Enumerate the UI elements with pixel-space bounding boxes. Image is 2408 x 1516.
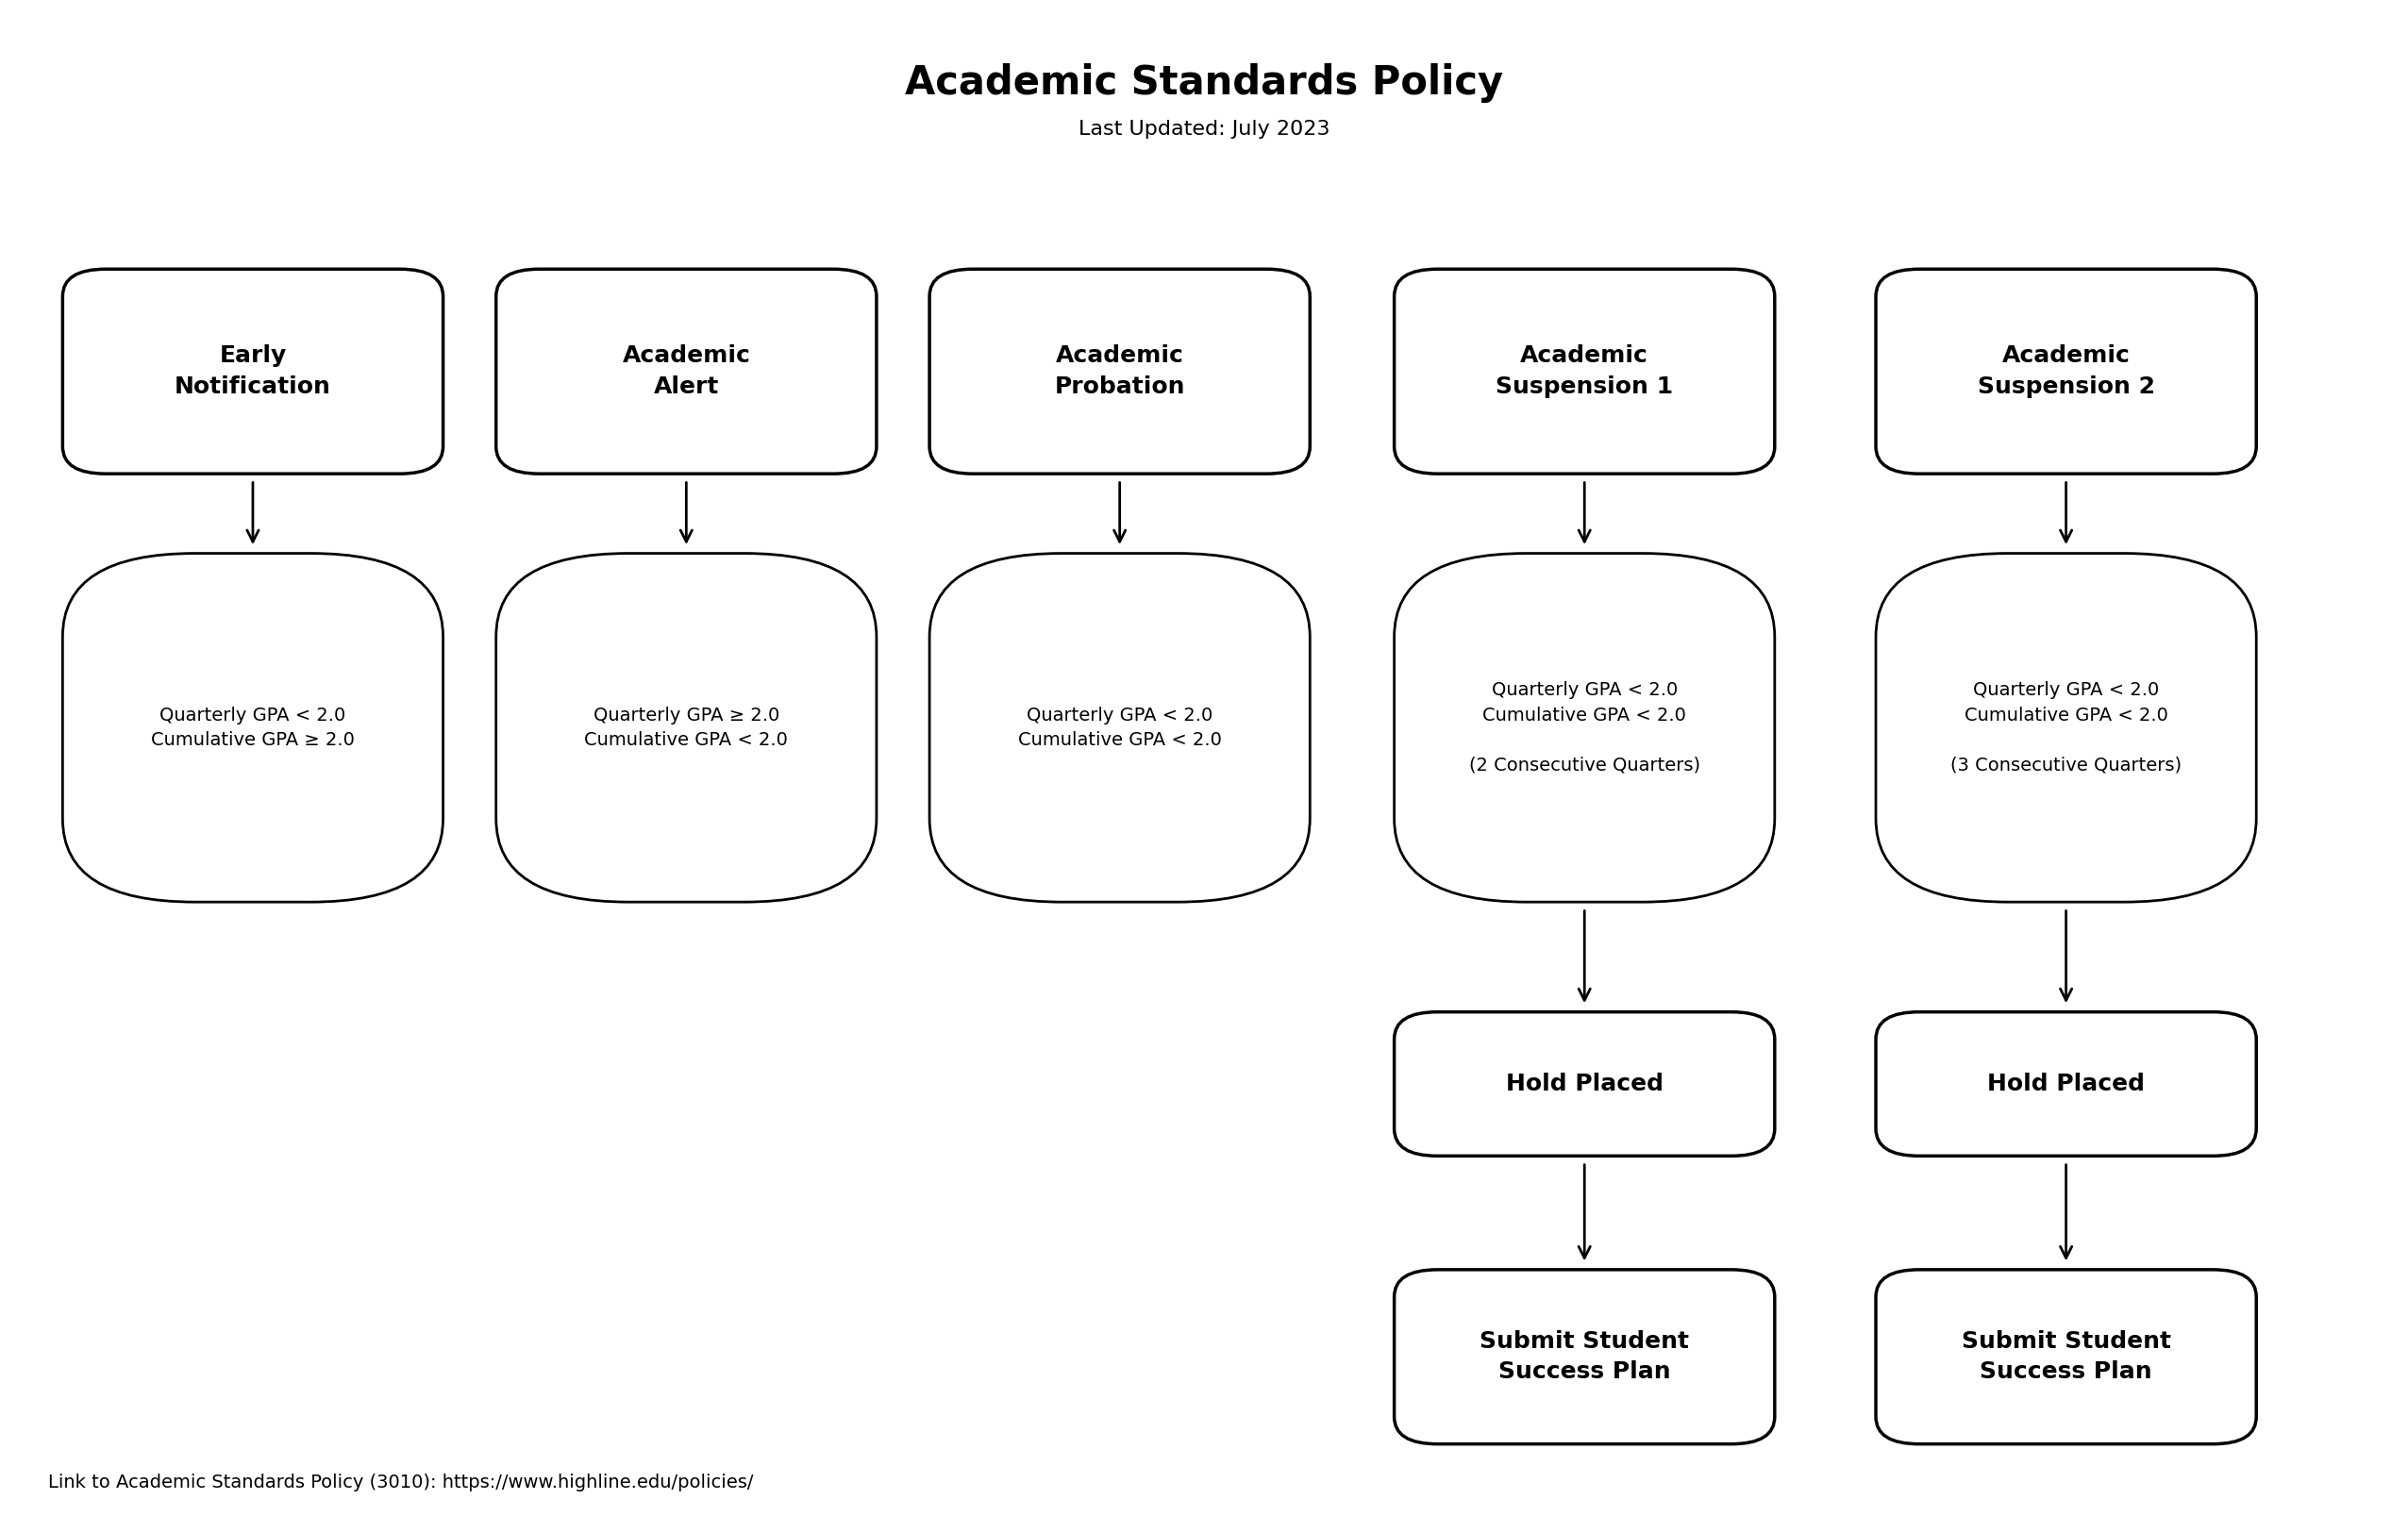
Text: Link to Academic Standards Policy (3010): https://www.highline.edu/policies/: Link to Academic Standards Policy (3010)… bbox=[48, 1474, 754, 1492]
Text: Quarterly GPA < 2.0
Cumulative GPA < 2.0

(2 Consecutive Quarters): Quarterly GPA < 2.0 Cumulative GPA < 2.0… bbox=[1469, 681, 1700, 775]
Text: Academic
Suspension 1: Academic Suspension 1 bbox=[1495, 344, 1674, 399]
Text: Academic
Suspension 2: Academic Suspension 2 bbox=[1977, 344, 2155, 399]
Text: Last Updated: July 2023: Last Updated: July 2023 bbox=[1079, 120, 1329, 138]
FancyBboxPatch shape bbox=[496, 270, 877, 473]
Text: Submit Student
Success Plan: Submit Student Success Plan bbox=[1963, 1331, 2170, 1383]
FancyBboxPatch shape bbox=[63, 553, 443, 902]
FancyBboxPatch shape bbox=[929, 270, 1310, 473]
Text: Quarterly GPA < 2.0
Cumulative GPA < 2.0

(3 Consecutive Quarters): Quarterly GPA < 2.0 Cumulative GPA < 2.0… bbox=[1950, 681, 2182, 775]
FancyBboxPatch shape bbox=[929, 553, 1310, 902]
Text: Early
Notification: Early Notification bbox=[176, 344, 330, 399]
FancyBboxPatch shape bbox=[1876, 553, 2256, 902]
Text: Academic
Alert: Academic Alert bbox=[621, 344, 751, 399]
Text: Quarterly GPA < 2.0
Cumulative GPA ≥ 2.0: Quarterly GPA < 2.0 Cumulative GPA ≥ 2.0 bbox=[152, 706, 354, 749]
FancyBboxPatch shape bbox=[1394, 1270, 1775, 1443]
FancyBboxPatch shape bbox=[1876, 1013, 2256, 1155]
FancyBboxPatch shape bbox=[1876, 1270, 2256, 1443]
Text: Hold Placed: Hold Placed bbox=[1987, 1073, 2146, 1095]
FancyBboxPatch shape bbox=[1394, 553, 1775, 902]
FancyBboxPatch shape bbox=[1394, 1013, 1775, 1155]
Text: Quarterly GPA < 2.0
Cumulative GPA < 2.0: Quarterly GPA < 2.0 Cumulative GPA < 2.0 bbox=[1019, 706, 1221, 749]
Text: Submit Student
Success Plan: Submit Student Success Plan bbox=[1481, 1331, 1688, 1383]
FancyBboxPatch shape bbox=[1394, 270, 1775, 473]
FancyBboxPatch shape bbox=[1876, 270, 2256, 473]
Text: Academic
Probation: Academic Probation bbox=[1055, 344, 1185, 399]
Text: Quarterly GPA ≥ 2.0
Cumulative GPA < 2.0: Quarterly GPA ≥ 2.0 Cumulative GPA < 2.0 bbox=[585, 706, 787, 749]
FancyBboxPatch shape bbox=[63, 270, 443, 473]
Text: Hold Placed: Hold Placed bbox=[1505, 1073, 1664, 1095]
Text: Academic Standards Policy: Academic Standards Policy bbox=[905, 64, 1503, 103]
FancyBboxPatch shape bbox=[496, 553, 877, 902]
